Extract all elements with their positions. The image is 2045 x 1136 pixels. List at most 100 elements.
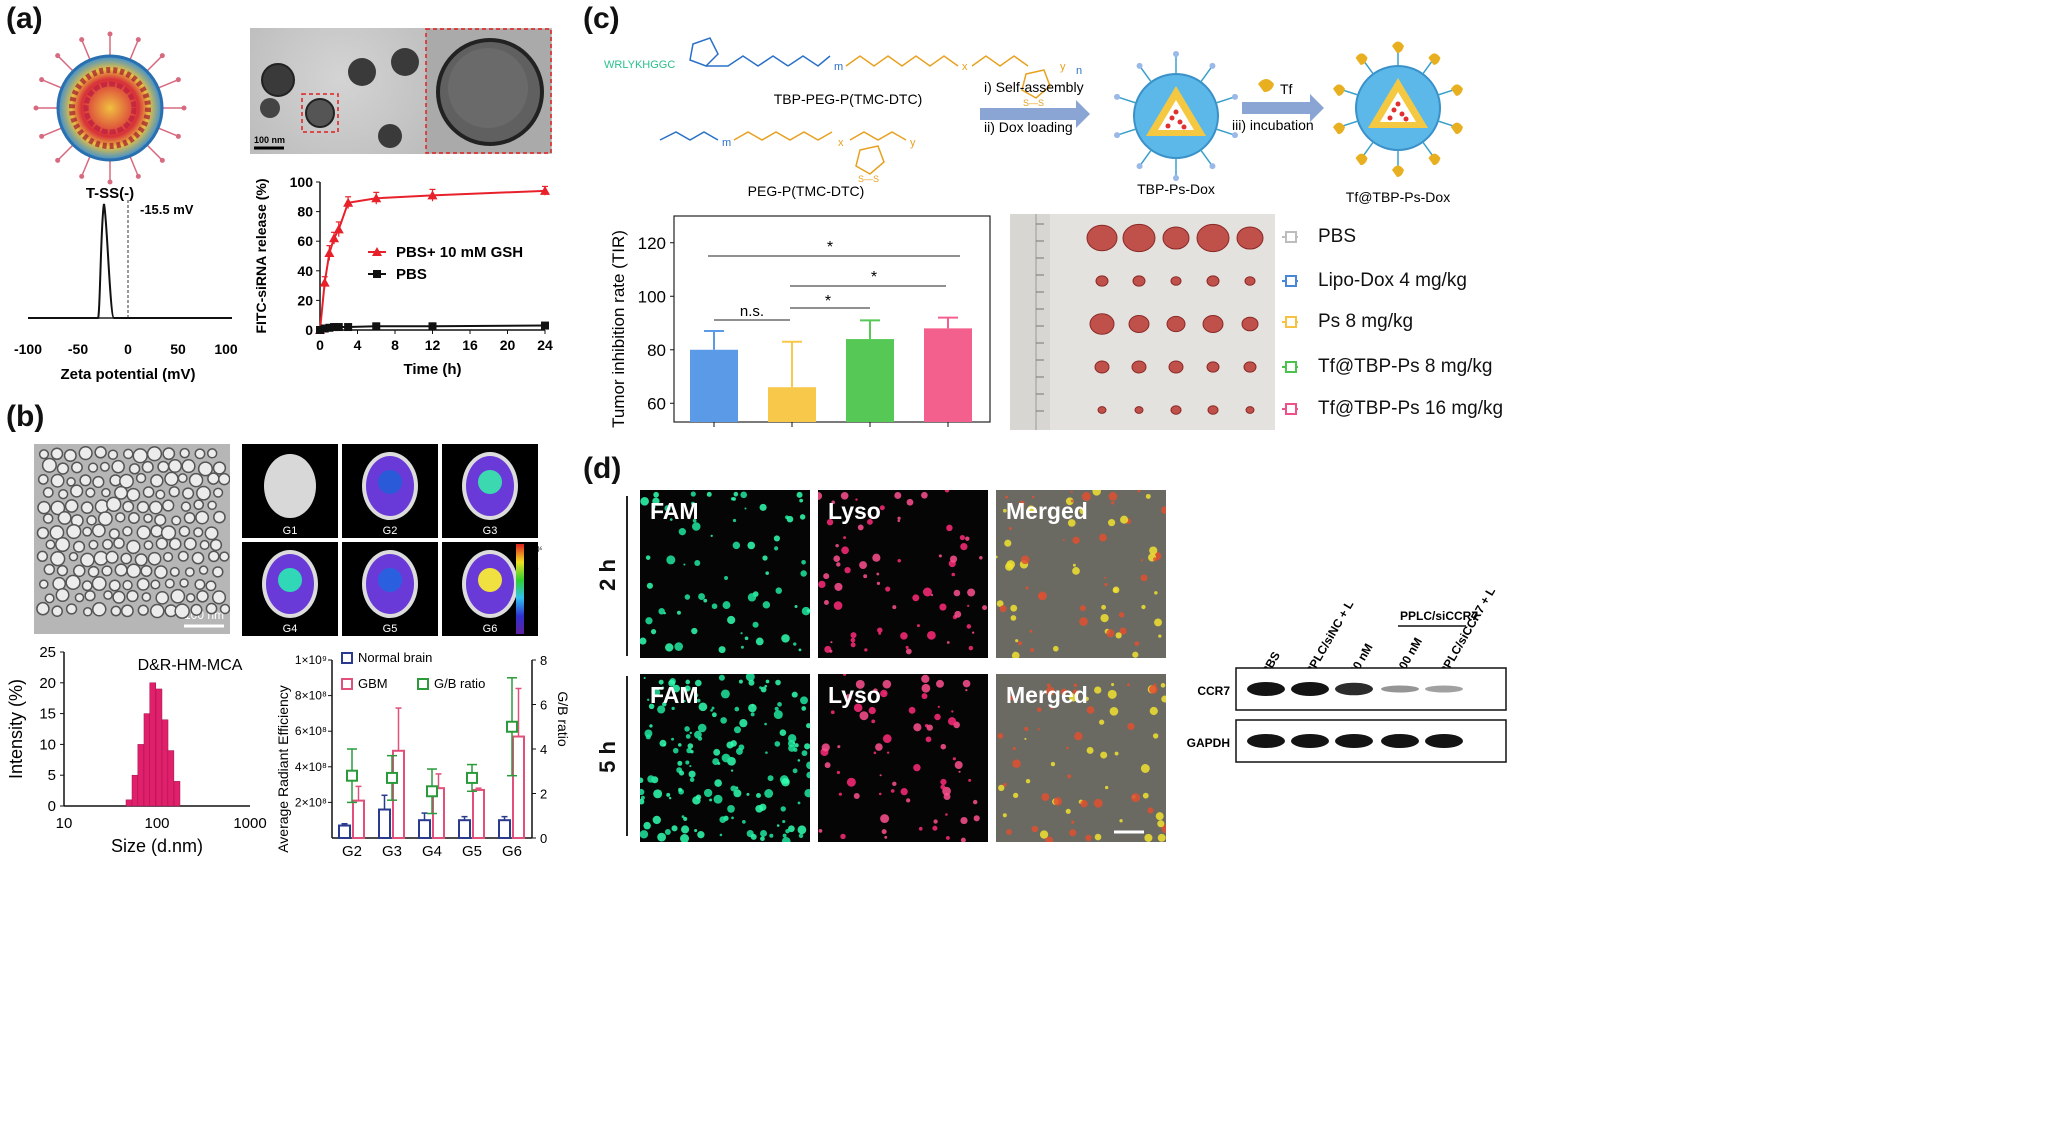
fluorescent-spot [1149, 685, 1158, 694]
fluorescent-spot [706, 491, 712, 497]
fluorescent-spot [873, 688, 878, 693]
data-point [330, 323, 339, 332]
fluorescent-spot [748, 703, 757, 713]
fluorescent-spot [1158, 634, 1162, 638]
y-tick-label: 8×10⁸ [295, 689, 327, 703]
nanoparticle [196, 485, 211, 501]
fluorescent-spot [1118, 612, 1125, 618]
y-tick-label: 40 [297, 263, 313, 279]
fluorescent-spot [806, 771, 810, 779]
fluorescent-spot [652, 688, 661, 697]
tbp-tip [1231, 132, 1238, 139]
colorbar-tick: 0.5 [526, 602, 539, 612]
fluorescent-spot [1029, 629, 1033, 633]
nanoparticle [92, 475, 105, 489]
fluorescent-spot [694, 828, 698, 833]
legend-marker [373, 270, 381, 278]
legend-marker [417, 678, 429, 690]
tbp-tip [1209, 163, 1216, 170]
nanoparticle [36, 550, 49, 563]
nanoparticle [154, 513, 167, 527]
peg-spoke [1118, 96, 1137, 104]
fluorescent-spot [908, 706, 916, 714]
peg-tip [175, 133, 181, 139]
y-tick-label: 120 [638, 234, 666, 253]
fluorescent-spot [671, 825, 678, 832]
fluorescent-spot [765, 751, 768, 754]
fluorescent-spot [866, 518, 873, 525]
nanoparticle [197, 461, 213, 477]
radiance-chart: 2×10⁸ 4×10⁸ 6×10⁸ 8×10⁸ 1×10⁹ 0 2 4 6 8 Average Ra… [275, 650, 570, 860]
tumor [1089, 313, 1115, 335]
nanoparticle [155, 489, 166, 500]
fluorescent-spot [886, 751, 890, 754]
fluorescent-spot [892, 605, 897, 610]
fluorescent-spot [801, 606, 810, 616]
x-tick-label: 12 [425, 337, 441, 353]
fluorescent-spot [672, 684, 681, 693]
fluorescent-spot [684, 726, 690, 732]
fluorescent-spot [1147, 807, 1154, 814]
step2-label: ii) Dox loading [984, 119, 1073, 135]
fluorescent-spot [939, 603, 947, 611]
fluorescent-spot [855, 679, 865, 689]
nanoparticle [146, 446, 163, 462]
tumor [1245, 406, 1255, 414]
nanoparticle [94, 446, 107, 459]
microscopy-image: Lyso [818, 490, 988, 658]
nanoparticle [70, 484, 84, 498]
particle-label: T-SS(-) [86, 185, 134, 202]
microscopy-grid: FAM Lyso Merged FAM Lyso Merged [640, 490, 1170, 842]
fluorescent-spot [892, 781, 897, 787]
fluorescent-spot [951, 710, 954, 713]
nanoparticle [168, 486, 180, 498]
dls-size-chart: 0 5 10 15 20 25 10 100 1000 Size (d.nm) Intensity … [6, 644, 267, 856]
fluorescent-spot [676, 610, 681, 615]
fluorescent-spot [979, 556, 983, 560]
bar [338, 824, 351, 839]
fluorescent-spot [1003, 782, 1007, 787]
nanoparticle [185, 593, 196, 603]
nanoparticle [137, 604, 149, 616]
fluorescent-spot [747, 593, 757, 602]
nanoparticle [206, 448, 218, 459]
nanoparticle [42, 513, 54, 524]
fluorescent-spot [662, 701, 667, 707]
fluorescent-spot [739, 719, 748, 728]
fluorescent-spot [1140, 764, 1150, 773]
bar [378, 808, 391, 840]
fluorescent-spot [792, 742, 796, 745]
fluorescent-spot [692, 796, 701, 805]
bar [392, 749, 405, 839]
fluorescent-spot [764, 789, 774, 798]
fluorescent-spot [643, 676, 646, 680]
tumor-hotspot [278, 568, 302, 592]
zeta-potential-chart: -15.5 mV -100 -50 0 50 100 Zeta potentia… [14, 200, 238, 383]
sub-y-1: y [1060, 61, 1066, 73]
nanoparticle [45, 539, 56, 550]
fluorescent-spot [678, 527, 687, 536]
fluorescent-spot [897, 559, 901, 563]
fluorescent-spot [760, 829, 767, 837]
histogram-bar [149, 682, 156, 807]
histogram-bar [131, 774, 139, 807]
fluorescent-spot [824, 762, 831, 769]
y-tick-label: 80 [647, 341, 666, 360]
nanoparticle [85, 487, 96, 498]
microscopy-image: Lyso [818, 674, 988, 842]
fluorescent-spot [755, 637, 764, 646]
fluorescent-spot [965, 536, 970, 541]
zeta-xlabel: Zeta potential (mV) [60, 366, 195, 383]
nanoparticle [212, 566, 224, 578]
fluorescent-spot [773, 535, 780, 542]
blot-row-label: GAPDH [1187, 736, 1230, 750]
fluorescent-spot [1108, 519, 1116, 527]
brain-label: G3 [483, 525, 498, 537]
nanoparticle [108, 579, 121, 592]
fluorescent-spot [685, 734, 691, 739]
fluorescent-spot [960, 837, 966, 842]
fluorescent-spot [855, 498, 858, 501]
fluorescent-spot [1111, 501, 1115, 505]
fluorescent-spot [1060, 688, 1068, 696]
fluorescent-spot [829, 649, 833, 653]
